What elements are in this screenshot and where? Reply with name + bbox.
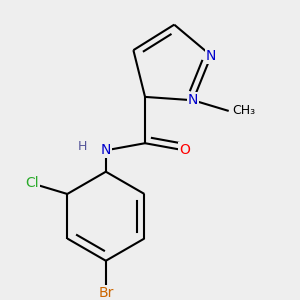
Text: O: O [179, 143, 190, 157]
Text: Cl: Cl [25, 176, 38, 190]
Text: N: N [101, 143, 111, 157]
Text: N: N [206, 49, 216, 63]
Text: Br: Br [98, 286, 113, 300]
Text: N: N [188, 93, 198, 107]
Text: H: H [78, 140, 87, 153]
Text: CH₃: CH₃ [232, 104, 255, 117]
